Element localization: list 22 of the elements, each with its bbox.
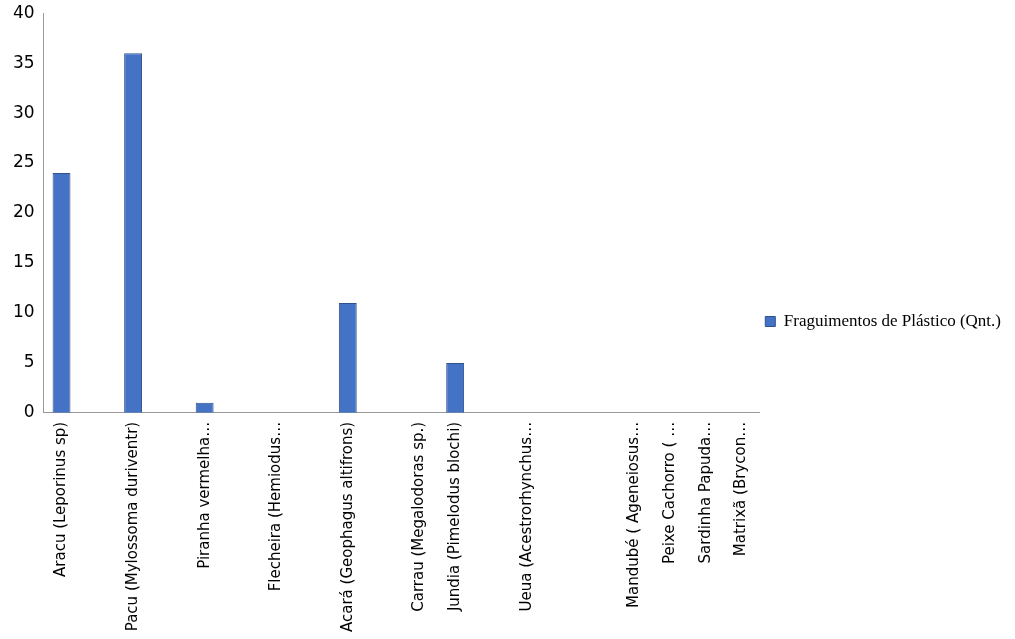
x-tick-label: Piranha vermelha… — [194, 421, 213, 569]
y-tick-label: 40 — [12, 1, 35, 22]
x-tick-label: Aracu (Leporinus sp) — [51, 421, 70, 577]
x-tick-label: Ueua (Acestrorhynchus… — [516, 421, 535, 612]
y-tick-label: 25 — [12, 151, 35, 172]
y-tick-label: 35 — [12, 51, 35, 72]
x-tick-label: Carrau (Megalodoras sp.) — [409, 421, 428, 612]
legend-label: Fraguimentos de Plástico (Qnt.) — [783, 310, 1002, 330]
x-tick-label: Sardinha Papuda… — [695, 421, 714, 564]
y-tick-label: 30 — [12, 101, 35, 122]
x-tick-label: Jundia (Pimelodus blochi) — [445, 421, 464, 613]
y-tick-label: 20 — [12, 201, 35, 222]
y-tick-label: 0 — [23, 401, 35, 422]
y-tick-label: 5 — [23, 351, 35, 372]
x-tick-label: Matrixã (Brycon… — [731, 421, 750, 557]
x-tick-label: Acará (Geophagus altifrons) — [337, 421, 356, 632]
x-tick-label: Flecheira (Hemiodus… — [266, 421, 285, 592]
x-tick-label: Pacu (Mylossoma duriventr) — [122, 421, 141, 632]
y-tick-label: 10 — [12, 301, 35, 322]
x-tick-label: Mandubé ( Ageneiosus… — [623, 421, 642, 608]
x-tick-label: Peixe Cachorro ( … — [659, 421, 678, 565]
y-tick-label: 15 — [12, 251, 35, 272]
